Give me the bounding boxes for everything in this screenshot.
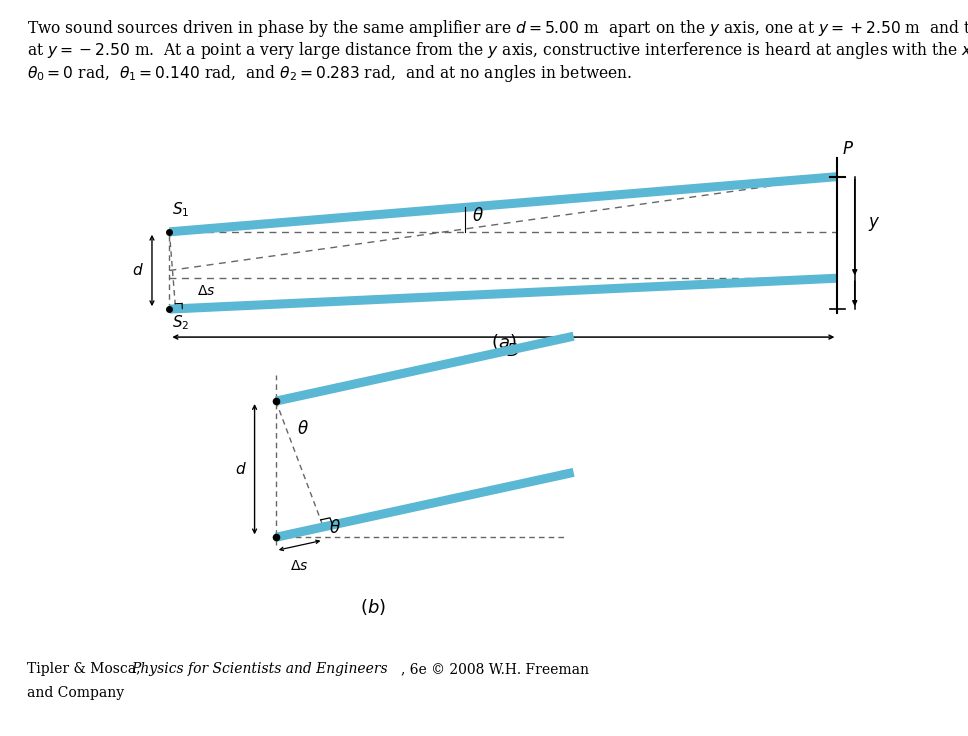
Text: Tipler & Mosca,: Tipler & Mosca, [27,662,145,676]
Text: Physics for Scientists and Engineers: Physics for Scientists and Engineers [132,662,388,676]
Text: $y$: $y$ [868,215,881,233]
Text: Two sound sources driven in phase by the same amplifier are $d = 5.00$ m  apart : Two sound sources driven in phase by the… [27,18,968,40]
Text: $P$: $P$ [842,141,854,158]
Text: $\theta$: $\theta$ [472,207,484,225]
Text: $\theta$: $\theta$ [297,420,309,437]
Text: $d$: $d$ [235,461,247,477]
Text: $S_1$: $S_1$ [172,200,190,219]
Text: , 6e © 2008 W.H. Freeman: , 6e © 2008 W.H. Freeman [401,662,589,676]
Text: at $y = -2.50$ m.  At a point a very large distance from the $y$ axis, construct: at $y = -2.50$ m. At a point a very larg… [27,40,968,62]
Text: $\theta_0 = 0$ rad,  $\theta_1 = 0.140$ rad,  and $\theta_2 = 0.283$ rad,  and a: $\theta_0 = 0$ rad, $\theta_1 = 0.140$ r… [27,63,632,84]
Text: $\theta$: $\theta$ [329,519,341,537]
Text: and Company: and Company [27,686,124,700]
Text: $\Delta s$: $\Delta s$ [197,284,215,299]
Text: $\Delta s$: $\Delta s$ [290,559,309,573]
Text: $(a)$: $(a)$ [491,332,516,353]
Text: $d$: $d$ [133,263,144,278]
Text: $S_2$: $S_2$ [172,313,190,331]
Text: $D$: $D$ [506,343,520,360]
Text: $(b)$: $(b)$ [360,597,385,618]
